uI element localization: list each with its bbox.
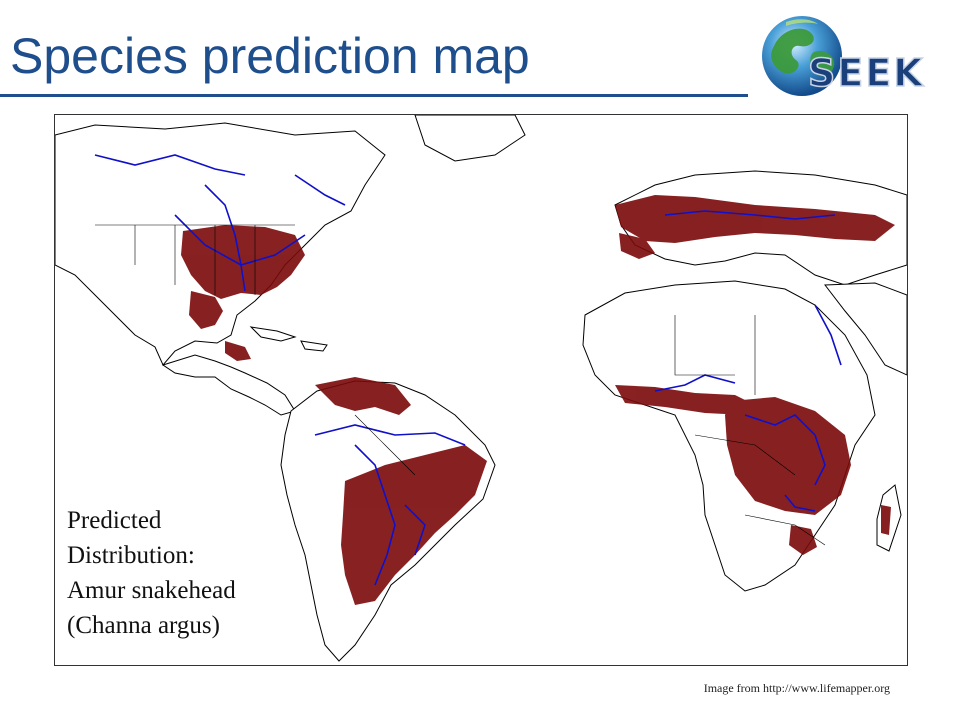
slide-title: Species prediction map bbox=[10, 28, 530, 84]
caption-line: (Channa argus) bbox=[67, 612, 220, 639]
title-divider bbox=[0, 94, 748, 97]
predicted-distribution bbox=[181, 195, 895, 605]
map-caption: Predicted Distribution: Amur snakehead (… bbox=[67, 503, 240, 643]
logo-text: SEEK bbox=[808, 51, 925, 95]
borders bbox=[95, 224, 826, 546]
image-credit: Image from http://www.lifemapper.org bbox=[703, 681, 890, 695]
rivers bbox=[94, 154, 842, 586]
caption-line: Predicted bbox=[67, 507, 162, 534]
caption-line: Distribution: bbox=[67, 542, 195, 569]
seek-logo: SEEK bbox=[752, 8, 958, 104]
species-map: Predicted Distribution: Amur snakehead (… bbox=[54, 114, 908, 666]
caption-line: Amur snakehead bbox=[67, 577, 236, 604]
world-map-svg bbox=[55, 115, 907, 662]
